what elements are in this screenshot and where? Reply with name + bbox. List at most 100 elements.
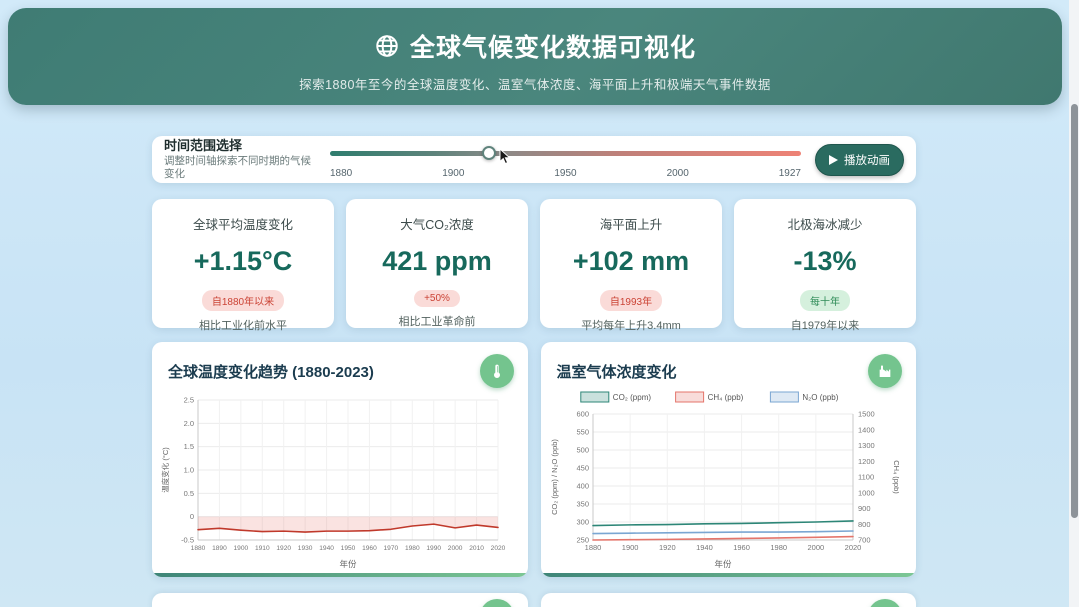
svg-text:1900: 1900 [234, 545, 249, 552]
chart-title: 全球温度变化趋势 (1880-2023) [168, 363, 374, 381]
svg-text:1400: 1400 [858, 425, 875, 434]
bottom-cards-row [152, 593, 916, 607]
slider-tick-label: 1950 [554, 168, 577, 179]
svg-text:CO₂ (ppm) / N₂O (ppb): CO₂ (ppm) / N₂O (ppb) [550, 439, 559, 515]
slider-tick-label: 1927 [778, 168, 801, 179]
svg-text:1000: 1000 [858, 488, 875, 497]
svg-text:1900: 1900 [621, 543, 638, 552]
stat-label: 大气CO₂浓度 [400, 218, 474, 232]
svg-text:1.5: 1.5 [184, 442, 194, 451]
stat-note: 相比工业化前水平 [199, 320, 287, 332]
stat-note: 自1979年以来 [790, 320, 860, 332]
slider-track[interactable] [330, 151, 801, 156]
stat-label: 海平面上升 [599, 218, 663, 232]
svg-text:1.0: 1.0 [184, 466, 194, 475]
stat-cards-row: 全球平均温度变化 +1.15°C 自1880年以来 相比工业化前水平 大气CO₂… [152, 199, 916, 332]
svg-text:1500: 1500 [858, 410, 875, 419]
stat-value: 421 ppm [382, 246, 492, 276]
peek-card-left [152, 593, 528, 607]
slider-thumb[interactable] [481, 146, 496, 160]
svg-text:0: 0 [190, 512, 194, 521]
temperature-chart[interactable]: 2.5 2.0 1.5 1.0 0.5 0 -0.5 1880 1890 1900 1910 1920… [152, 388, 528, 575]
svg-text:500: 500 [576, 446, 589, 455]
greenhouse-gas-chart[interactable]: 600 550 500 450 400 350 300 250 1500 1400 1300 1200… [541, 388, 917, 575]
status-badge: 自1993年 [599, 290, 663, 311]
svg-text:1920: 1920 [276, 545, 291, 552]
svg-text:-0.5: -0.5 [181, 536, 194, 545]
slider-tick-label: 1900 [442, 168, 465, 179]
svg-text:1880: 1880 [191, 545, 206, 552]
peek-card-right [540, 593, 916, 607]
svg-text:2000: 2000 [448, 545, 463, 552]
charts-row: 全球温度变化趋势 (1880-2023) 2.5 2.0 1.5 1.0 0.5 0 -0.… [152, 342, 916, 577]
globe-icon [376, 35, 398, 57]
stat-note: 平均每年上升3.4mm [581, 320, 681, 332]
play-animation-button[interactable]: 播放动画 [815, 143, 904, 176]
stat-card-arctic-ice: 北极海冰减少 -13% 每十年 自1979年以来 [734, 199, 916, 332]
svg-text:1880: 1880 [584, 543, 601, 552]
factory-icon [879, 365, 891, 377]
svg-text:2.0: 2.0 [184, 419, 194, 428]
mouse-cursor-icon [499, 148, 511, 165]
svg-text:CO₂ (ppm): CO₂ (ppm) [612, 393, 651, 402]
page-title: 全球气候变化数据可视化 [8, 28, 1062, 64]
status-badge: 自1880年以来 [201, 290, 285, 311]
svg-text:1980: 1980 [770, 543, 787, 552]
svg-text:1960: 1960 [733, 543, 750, 552]
svg-text:1940: 1940 [319, 545, 334, 552]
svg-text:1980: 1980 [405, 545, 420, 552]
svg-text:年份: 年份 [714, 559, 732, 569]
thermometer-icon [493, 364, 500, 379]
svg-text:1910: 1910 [255, 545, 270, 552]
card-icon [479, 599, 514, 607]
svg-text:2020: 2020 [491, 545, 506, 552]
stat-label: 北极海冰减少 [787, 218, 863, 232]
stat-label: 全球平均温度变化 [192, 218, 293, 232]
svg-text:450: 450 [576, 464, 589, 473]
svg-text:250: 250 [576, 536, 589, 545]
svg-text:1890: 1890 [212, 545, 227, 552]
stat-card-sea-level: 海平面上升 +102 mm 自1993年 平均每年上升3.4mm [540, 199, 722, 332]
svg-text:800: 800 [858, 520, 871, 529]
temperature-chart-card: 全球温度变化趋势 (1880-2023) 2.5 2.0 1.5 1.0 0.5 0 -0.… [152, 342, 528, 577]
svg-text:2000: 2000 [807, 543, 824, 552]
play-icon [829, 154, 838, 165]
scrollbar-thumb[interactable] [1070, 104, 1078, 518]
svg-text:CH₄ (ppb): CH₄ (ppb) [707, 393, 743, 402]
svg-text:2020: 2020 [844, 543, 861, 552]
greenhouse-gas-chart-card: 温室气体浓度变化 600 550 500 450 400 350 300 250 1500 140… [540, 342, 917, 577]
stat-value: +102 mm [572, 246, 690, 276]
time-selector-title: 时间范围选择 [164, 138, 243, 153]
svg-text:1970: 1970 [384, 545, 399, 552]
year-slider[interactable]: 1880 1900 1950 2000 1927 [330, 136, 801, 183]
svg-text:600: 600 [576, 410, 589, 419]
svg-text:700: 700 [858, 536, 871, 545]
chart-title: 温室气体浓度变化 [556, 363, 677, 381]
slider-tick-labels: 1880 1900 1950 2000 1927 [330, 168, 801, 179]
svg-text:0.5: 0.5 [184, 489, 194, 498]
status-badge: +50% [414, 290, 460, 307]
slider-tick-label: 2000 [666, 168, 689, 179]
svg-text:1300: 1300 [858, 441, 875, 450]
slider-tick-label: 1880 [330, 168, 353, 179]
scrollbar-track[interactable] [1069, 0, 1079, 607]
svg-text:温度变化 (°C): 温度变化 (°C) [160, 447, 170, 493]
stat-value: +1.15°C [193, 246, 293, 276]
svg-text:2.5: 2.5 [184, 396, 194, 405]
svg-text:1990: 1990 [426, 545, 441, 552]
stat-card-temperature: 全球平均温度变化 +1.15°C 自1880年以来 相比工业化前水平 [152, 199, 334, 332]
svg-text:300: 300 [576, 518, 589, 527]
svg-text:900: 900 [858, 504, 871, 513]
svg-text:1920: 1920 [658, 543, 675, 552]
svg-text:350: 350 [576, 500, 589, 509]
svg-text:400: 400 [576, 482, 589, 491]
stat-card-co2: 大气CO₂浓度 421 ppm +50% 相比工业革命前 [346, 199, 528, 328]
svg-text:1200: 1200 [858, 457, 875, 466]
svg-text:1950: 1950 [341, 545, 356, 552]
svg-text:550: 550 [576, 428, 589, 437]
svg-text:1100: 1100 [858, 473, 874, 482]
status-badge: 每十年 [800, 290, 850, 311]
svg-text:1930: 1930 [298, 545, 313, 552]
stat-note: 相比工业革命前 [398, 316, 476, 328]
